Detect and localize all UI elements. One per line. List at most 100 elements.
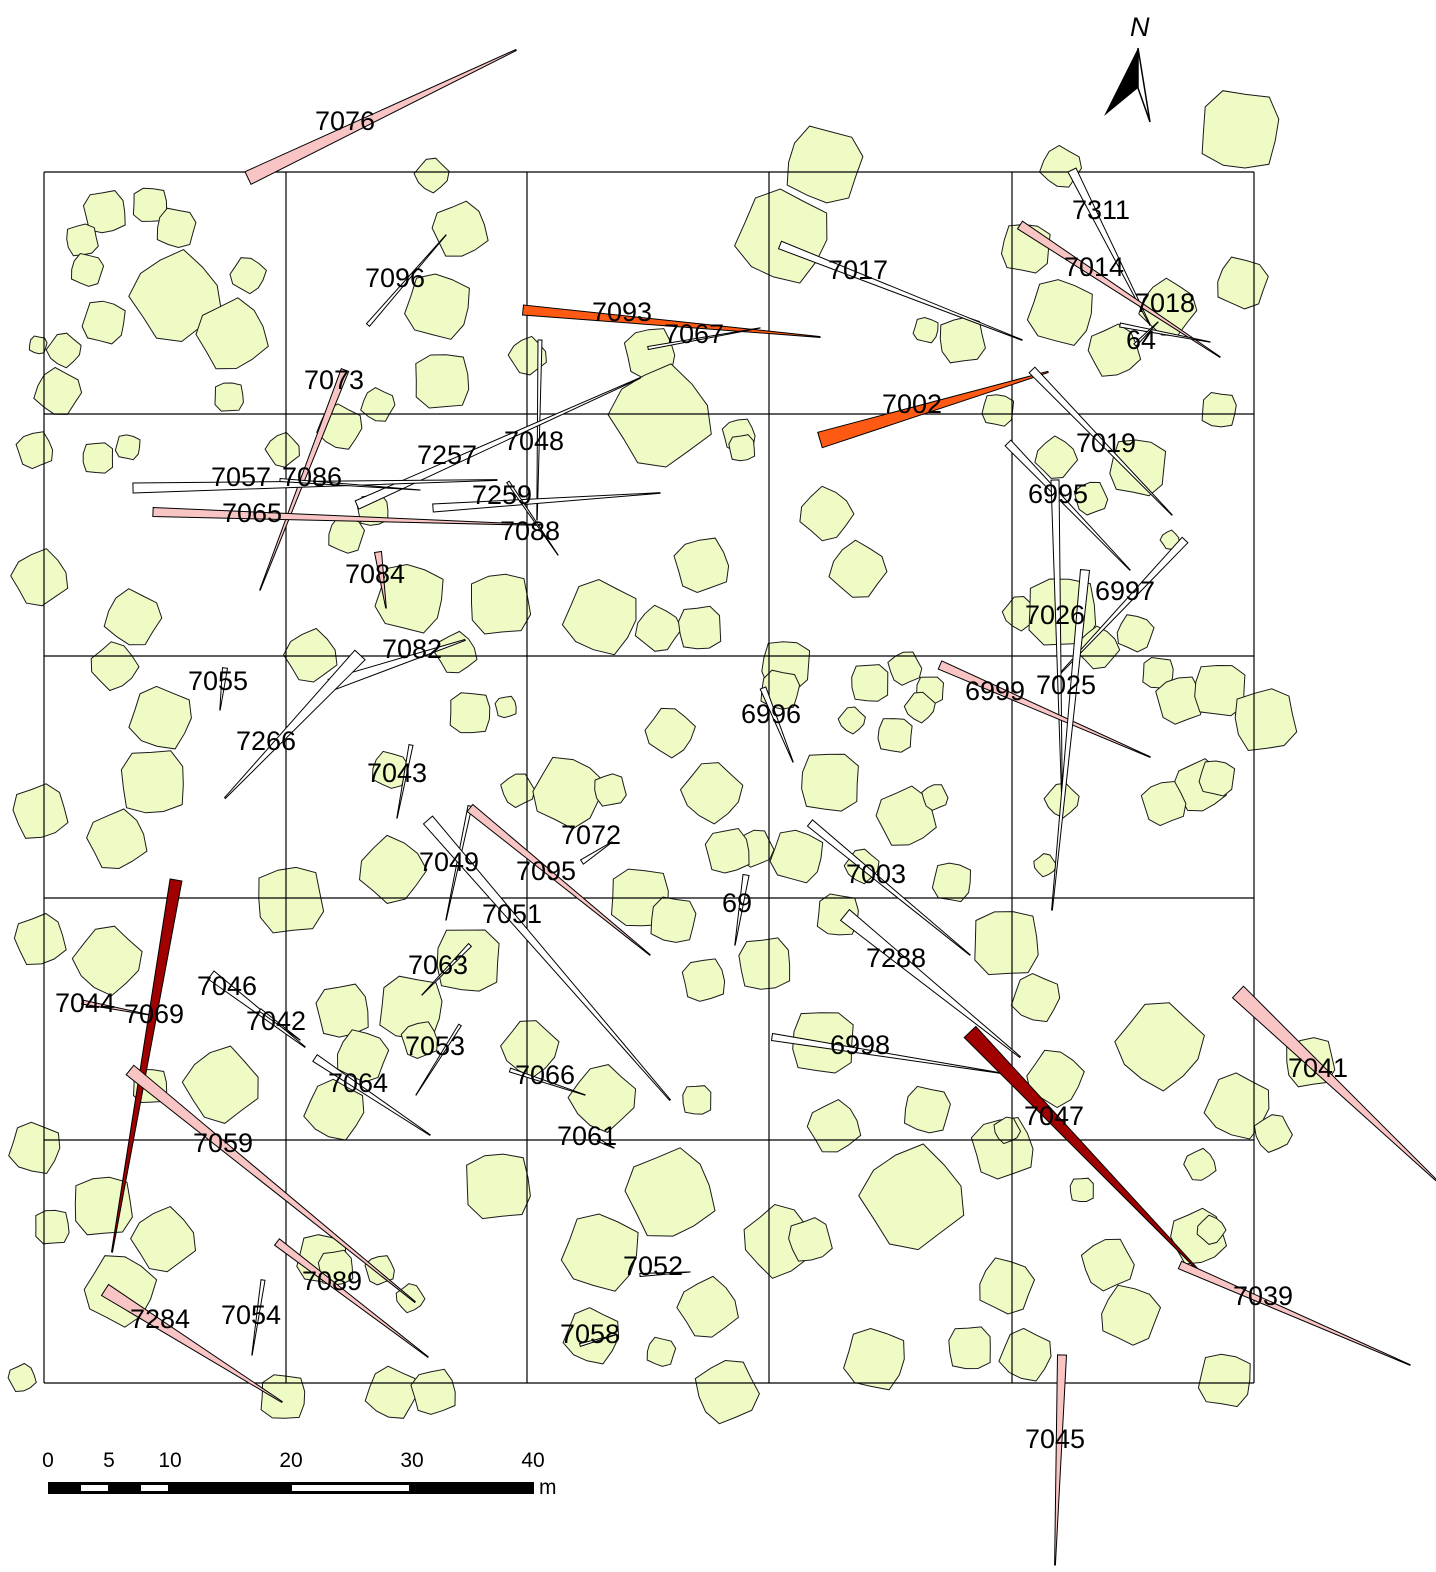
tree-label-64: 64 [1126,325,1156,355]
tree-crown [130,1206,197,1273]
tree-crown [594,773,627,807]
tree-label-7065: 7065 [222,498,282,528]
tree-crown [567,1064,637,1133]
tree-label-7014: 7014 [1064,252,1124,282]
tree-crown [1142,656,1174,689]
tree-crown [260,1374,306,1419]
scale-bar-segment-light [81,1485,108,1491]
tree-crown [1196,1214,1227,1245]
stem-7042 [258,1008,301,1041]
stem-7067 [647,327,761,351]
tree-crown [315,983,369,1038]
tree-crown [939,316,986,364]
tree-label-7084: 7084 [345,559,405,589]
stem-7043 [396,744,414,819]
tree-label-7059: 7059 [193,1128,253,1158]
tree-crown [993,1116,1022,1145]
tree-label-7086: 7086 [282,462,342,492]
tree-label-7259: 7259 [472,480,532,510]
tree-crown [400,1021,438,1060]
tree-crown [128,249,222,343]
tree-label-7288: 7288 [866,943,926,973]
tree-label-7003: 7003 [846,859,906,889]
tree-crown [1034,435,1079,479]
tree-crown [70,252,105,287]
tree-crown [1114,1002,1205,1092]
tree-label-6996: 6996 [741,699,801,729]
tree-label-7049: 7049 [419,847,479,877]
tree-crown [788,1217,833,1262]
tree-label-7041: 7041 [1288,1053,1348,1083]
tree-crown [28,335,48,355]
tree-crown [799,485,855,542]
tree-crown [413,157,450,194]
stem-7088 [506,480,559,556]
tree-crown [358,834,428,904]
tree-crown [875,785,937,846]
tree-label-7061: 7061 [557,1121,617,1151]
tree-crown [500,773,536,809]
tree-crown [562,1307,620,1365]
stem-7259 [432,492,661,513]
tree-label-7082: 7082 [382,634,442,664]
tree-crown [471,573,532,635]
tree-crown [677,605,722,650]
tree-crown [646,1336,677,1367]
stem-6996 [759,686,794,763]
tree-crown [410,1368,456,1415]
tree-crown [436,929,500,992]
tree-crown [114,434,141,461]
tree-label-7064: 7064 [328,1068,388,1098]
stem-7051 [422,815,672,1101]
stem-7055 [219,667,229,711]
north-arrow: N [1104,12,1151,123]
tree-label-7019: 7019 [1076,428,1136,458]
tree-label-7052: 7052 [623,1251,683,1281]
tree-label-7018: 7018 [1135,288,1195,318]
stem-7089 [273,1238,429,1359]
tree-crown [682,1085,712,1115]
stem-7057 [132,479,498,494]
tree-crown [1198,760,1236,797]
tree-crown [82,442,114,474]
scale-tick-label: 40 [521,1449,544,1472]
tree-label-7043: 7043 [367,758,427,788]
tree-crown [81,300,126,345]
scale-bar: 0 5 10 20 30 40 m [42,1449,556,1499]
tree-crown [734,188,828,284]
tree-crown [624,1147,716,1237]
tree-crown [694,1359,760,1425]
north-arrow-left-half [1104,48,1138,116]
tree-crown [431,200,489,257]
tree-label-7058: 7058 [560,1319,620,1349]
tree-label-7069: 7069 [124,999,184,1029]
tree-crown [877,718,913,753]
stem-7014 [1016,220,1221,358]
tree-crown [673,537,730,594]
stem-7072 [579,841,613,865]
tree-label-7093: 7093 [592,297,652,327]
scale-bar-segment-light [292,1485,409,1491]
tree-crown [981,394,1015,427]
tree-crown [264,431,300,468]
stem-7064 [312,1053,431,1136]
stem-7284 [100,1283,284,1404]
scale-bar-base [48,1482,534,1494]
tree-label-7066: 7066 [515,1060,575,1090]
tree-label-7311: 7311 [1072,195,1130,225]
tree-label-7266: 7266 [236,726,296,756]
tree-label-7025: 7025 [1036,670,1096,700]
tree-crown [644,707,696,759]
tree-crown [851,664,889,702]
stem-7095 [466,803,651,957]
stem-6999 [937,660,1151,758]
tree-label-6998: 6998 [830,1030,890,1060]
stem-7266 [223,649,366,800]
tree-crown [903,1085,951,1134]
tree-crown [132,187,168,222]
tree-crown [903,691,936,724]
tree-label-7051: 7051 [482,899,542,929]
tree-crown [103,588,163,646]
tree-crown [360,387,396,422]
tree-crown [828,539,888,598]
